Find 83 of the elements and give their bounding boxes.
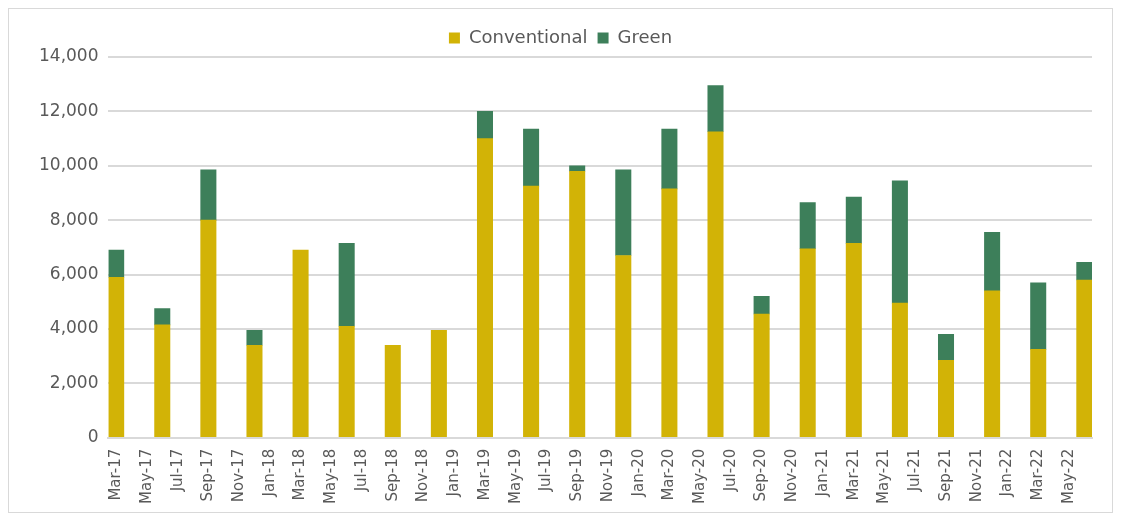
bar (430, 330, 447, 438)
x-tick-label: May-17 (136, 448, 155, 504)
bar (569, 170, 586, 438)
y-tick-label: 0 (87, 426, 99, 447)
x-tick-label: Jan-18 (259, 448, 278, 498)
bar (845, 242, 862, 438)
x-tick-label: Mar-20 (659, 448, 678, 501)
bar (845, 196, 862, 244)
x-tick-label: May-19 (505, 448, 524, 504)
bar (384, 344, 401, 438)
x-tick-label: Nov-18 (413, 448, 432, 503)
bar (338, 325, 355, 438)
x-tick-label: Mar-21 (843, 448, 862, 501)
x-tick-label: Mar-18 (290, 448, 309, 501)
legend-label: Conventional (468, 25, 588, 47)
bar (661, 128, 678, 190)
bar (753, 313, 770, 438)
bar (615, 169, 632, 256)
bar (799, 202, 816, 250)
x-tick-label: Nov-20 (782, 448, 801, 503)
x-tick-label: Jul-20 (720, 448, 739, 493)
bar (891, 302, 908, 438)
y-tick-label: 14,000 (39, 45, 99, 66)
y-tick-label: 4,000 (49, 317, 99, 338)
x-tick-label: Jan-21 (812, 448, 831, 498)
y-tick-label: 6,000 (49, 263, 99, 283)
bar (1076, 279, 1092, 438)
bar (1030, 282, 1047, 350)
x-tick-label: Jul-21 (905, 448, 924, 493)
bar (108, 249, 125, 278)
x-tick-label: Jan-19 (444, 448, 463, 498)
bar (1076, 262, 1092, 281)
x-tick-label: Jul-17 (167, 448, 186, 493)
x-tick-label: Nov-17 (229, 448, 247, 503)
bar (476, 111, 493, 139)
bar (200, 169, 217, 221)
bar (523, 128, 540, 187)
x-tick-label: Sep-21 (935, 448, 954, 502)
bar (154, 308, 171, 326)
x-tick-label: May-21 (874, 448, 893, 504)
bar (108, 276, 125, 438)
bar (984, 232, 1001, 292)
bar (200, 219, 217, 438)
y-tick-label: 2,000 (49, 371, 99, 392)
x-tick-label: May-22 (1058, 448, 1077, 504)
x-tick-label: Nov-19 (597, 448, 616, 503)
x-tick-label: Jan-22 (997, 448, 1016, 498)
x-tick-label: Sep-18 (382, 448, 401, 502)
x-tick-label: Nov-21 (966, 448, 985, 503)
bar (246, 344, 263, 438)
y-tick-label: 12,000 (39, 99, 99, 120)
bar (292, 249, 309, 438)
x-tick-label: Mar-19 (474, 448, 493, 501)
bar (707, 85, 724, 133)
x-tick-label: Mar-22 (1028, 448, 1047, 501)
bar (984, 290, 1001, 438)
x-tick-label: Sep-17 (198, 448, 217, 502)
bar (661, 188, 678, 438)
bar (753, 296, 770, 315)
bar (1030, 349, 1047, 438)
bar (476, 138, 493, 438)
x-tick-label: Jul-18 (351, 448, 370, 493)
x-tick-label: May-20 (690, 448, 709, 504)
x-tick-label: Mar-17 (106, 448, 125, 501)
bar (154, 324, 171, 438)
bar (938, 359, 955, 438)
x-tick-label: Jul-19 (536, 448, 555, 493)
bar (615, 255, 632, 438)
legend-label: Green (617, 25, 673, 47)
bar (707, 131, 724, 438)
x-tick-label: Jan-20 (628, 448, 647, 498)
x-tick-label: Sep-19 (567, 448, 586, 502)
x-tick-label: May-18 (321, 448, 340, 504)
bar (938, 334, 955, 361)
x-tick-label: Sep-20 (751, 448, 770, 502)
bar (338, 242, 355, 327)
y-tick-label: 10,000 (39, 154, 99, 175)
bar (569, 165, 586, 172)
bar (523, 185, 540, 438)
bar (246, 330, 263, 346)
bar (799, 248, 816, 438)
bar (891, 180, 908, 304)
y-tick-label: 8,000 (49, 208, 99, 229)
